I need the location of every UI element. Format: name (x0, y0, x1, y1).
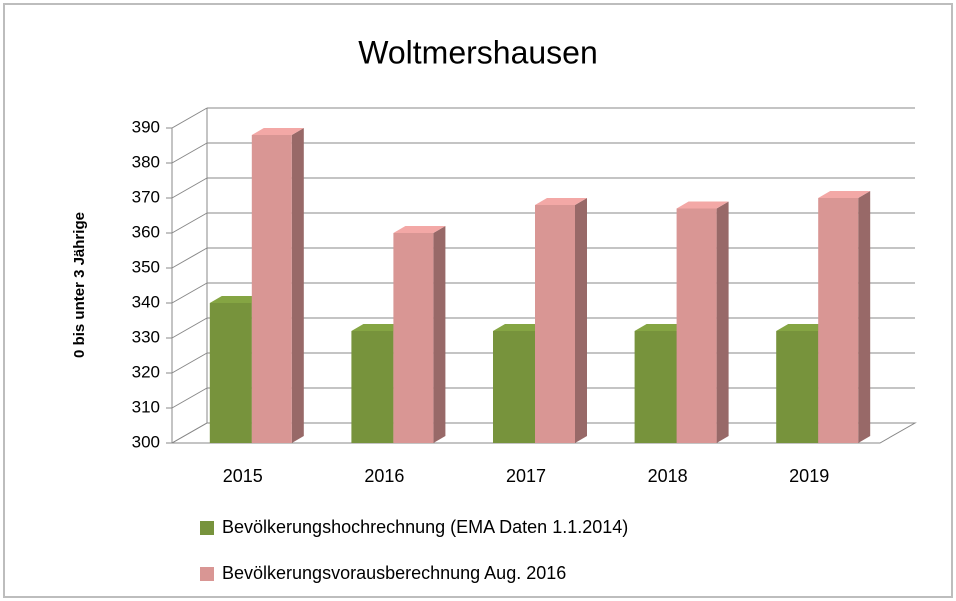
grid-line (171, 142, 208, 164)
grid-line (171, 107, 208, 129)
bar (776, 331, 819, 443)
bar-top (634, 324, 689, 331)
bar-top (776, 324, 831, 331)
grid-line (171, 352, 208, 374)
bar (493, 331, 535, 443)
y-tick-label: 390 (132, 117, 160, 136)
bar (535, 205, 575, 443)
bar (251, 135, 292, 443)
bar-side (291, 128, 304, 443)
bar-top (676, 201, 729, 209)
x-tick-label: 2017 (506, 466, 546, 486)
legend-marker (200, 567, 214, 581)
bar-side (575, 198, 587, 443)
y-tick-label: 370 (132, 187, 160, 206)
legend-marker (200, 521, 214, 535)
y-tick-label: 350 (132, 257, 160, 276)
bar-top (535, 198, 587, 205)
y-tick-label: 330 (132, 327, 160, 346)
grid-line (171, 317, 208, 339)
chart-title: Woltmershausen (358, 34, 598, 70)
x-tick-label: 2019 (789, 466, 829, 486)
grid-line (171, 177, 208, 199)
y-tick-label: 380 (132, 152, 160, 171)
bar-side (858, 191, 871, 443)
chart-frame (3, 3, 953, 598)
y-tick-label: 340 (132, 292, 160, 311)
bar-top (818, 191, 871, 198)
y-tick-label: 310 (132, 397, 160, 416)
bar-top (251, 128, 304, 135)
grid-line (171, 247, 208, 269)
bar-top (393, 226, 446, 233)
y-tick-label: 360 (132, 222, 160, 241)
legend-label: Bevölkerungsvorausberechnung Aug. 2016 (222, 563, 566, 583)
bar (634, 331, 677, 443)
bar-top (493, 324, 547, 331)
grid-line (171, 282, 208, 304)
y-tick-label: 300 (132, 432, 160, 451)
bar-top (209, 296, 264, 303)
grid-line (171, 212, 208, 234)
bar-side (716, 201, 729, 443)
bar (209, 303, 252, 443)
grid-line (171, 387, 208, 409)
x-tick-label: 2016 (364, 466, 404, 486)
bar-top (351, 324, 406, 331)
x-tick-label: 2015 (223, 466, 263, 486)
x-tick-label: 2018 (648, 466, 688, 486)
bar (393, 233, 434, 443)
bar (676, 208, 717, 443)
y-tick-label: 320 (132, 362, 160, 381)
legend-label: Bevölkerungshochrechnung (EMA Daten 1.1.… (222, 517, 628, 537)
bar (818, 198, 859, 443)
bar (351, 331, 394, 443)
y-axis-label: 0 bis unter 3 Jährige (71, 212, 88, 358)
grid-line (171, 422, 208, 444)
bar-side (433, 226, 446, 443)
